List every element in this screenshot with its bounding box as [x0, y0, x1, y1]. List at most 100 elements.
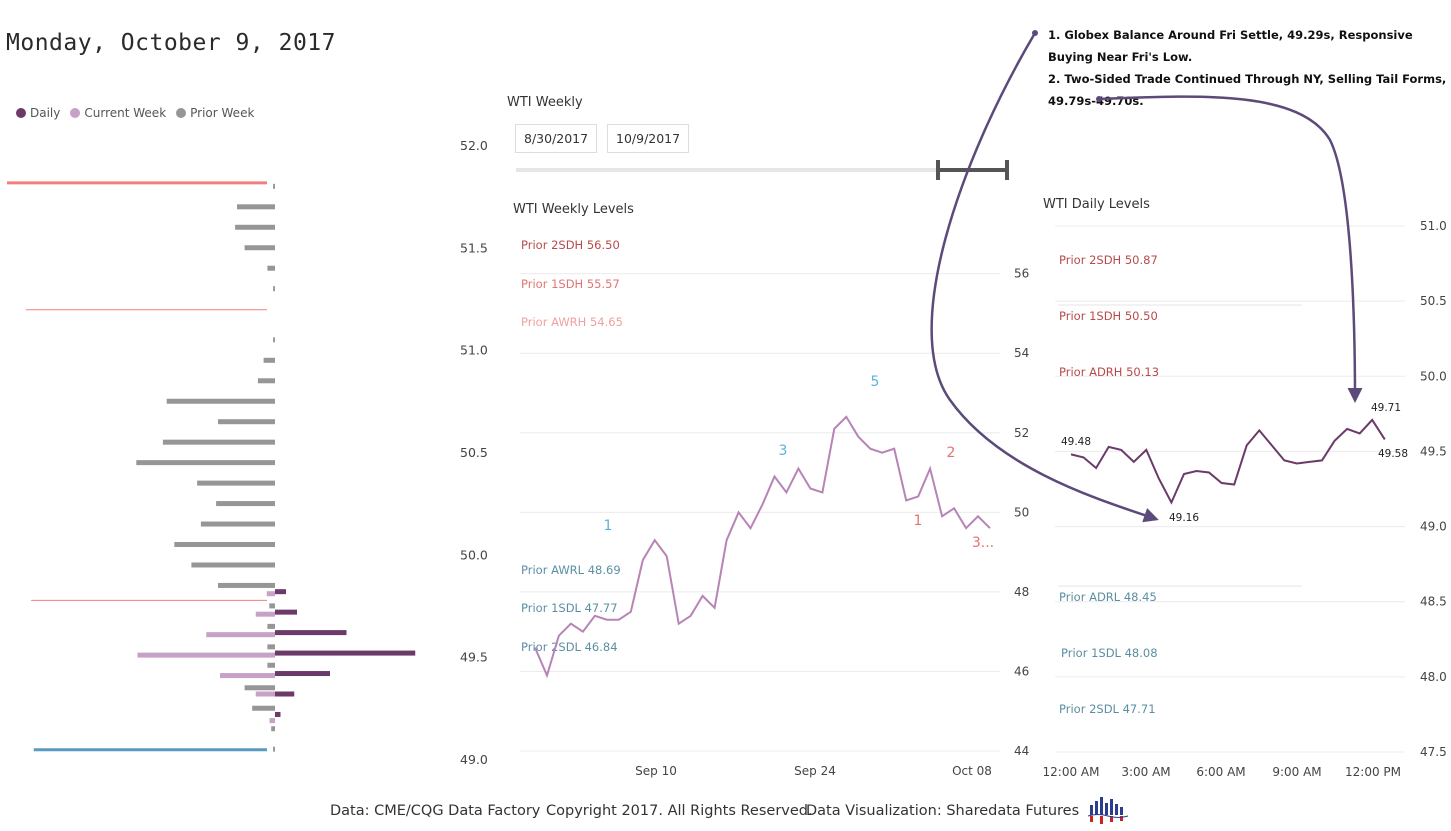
- prior-week-bar: [273, 183, 275, 189]
- data-label: 49.48: [1061, 436, 1091, 448]
- chart-title: WTI Daily Levels: [1043, 197, 1150, 212]
- annotation-label: 3...: [972, 535, 994, 551]
- prior-week-bar: [197, 480, 275, 486]
- legend-label: Prior Week: [190, 106, 255, 120]
- legend-label: Current Week: [84, 106, 167, 120]
- footer-copyright: Copyright 2017. All Rights Reserved.: [546, 803, 813, 819]
- x-tick-label: 12:00 AM: [1043, 765, 1100, 779]
- commentary-notes: 1. Globex Balance Around Fri Settle, 49.…: [1048, 24, 1448, 112]
- prior-week-bar: [269, 603, 275, 609]
- level-label: Prior 1SDH 55.57: [521, 277, 620, 291]
- level-label: Prior AWRH 54.65: [521, 315, 623, 329]
- y-tick-label: 48: [1014, 585, 1029, 599]
- price-line: [534, 415, 991, 679]
- y-tick-label: 46: [1014, 664, 1029, 678]
- prior-week-bar: [252, 705, 275, 711]
- prior-week-bar: [273, 746, 275, 752]
- level-label: Prior ADRL 48.45: [1059, 590, 1157, 604]
- legend-item-current-week[interactable]: Current Week: [70, 106, 166, 120]
- prior-week-bar: [136, 460, 275, 466]
- page-title: Monday, October 9, 2017: [6, 30, 336, 56]
- sharedata-logo-icon: [1087, 797, 1129, 824]
- current-week-bar: [220, 673, 275, 679]
- prior-week-bar: [263, 357, 275, 363]
- current-week-bar: [137, 652, 275, 658]
- annotation-label: 5: [871, 374, 880, 390]
- x-tick-label: 3:00 AM: [1121, 765, 1170, 779]
- legend-dot-icon: [176, 108, 187, 118]
- date-range-slider[interactable]: [510, 155, 1020, 185]
- y-tick-label: 50.0: [1420, 369, 1447, 383]
- y-tick-label: 51.0: [1420, 219, 1447, 233]
- y-tick-label: 51.0: [460, 343, 488, 358]
- annotation-arrows: [930, 30, 1363, 523]
- current-week-bar: [255, 611, 275, 617]
- daily-bar: [275, 711, 281, 717]
- start-date-input[interactable]: 8/30/2017: [515, 124, 598, 153]
- level-label: Prior ADRH 50.13: [1059, 365, 1159, 379]
- x-tick-label: 9:00 AM: [1272, 765, 1321, 779]
- prior-week-bar: [166, 398, 275, 404]
- level-label: Prior 2SDL 46.84: [521, 640, 618, 654]
- legend-label: Daily: [30, 106, 61, 120]
- level-label: Prior 1SDL 47.77: [521, 601, 618, 615]
- chart-title: WTI Weekly Levels: [513, 202, 634, 217]
- charts-canvas: 52.0 51.5 51.0 50.5 50.0 49.5 49.0 WTI Weekly …: [7, 30, 1447, 779]
- data-label: 49.71: [1371, 402, 1401, 414]
- prior-week-bar: [191, 562, 275, 568]
- current-week-bar: [255, 691, 275, 697]
- y-tick-label: 48.0: [1420, 670, 1447, 684]
- current-week-bar: [266, 591, 275, 597]
- volume-profile-chart: 52.0 51.5 51.0 50.5 50.0 49.5 49.0: [7, 138, 488, 767]
- daily-levels-chart: WTI Daily Levels 51.0 50.5 50.0 49.5 49.0 48.5…: [1043, 197, 1447, 779]
- y-tick-label: 52.0: [460, 138, 488, 153]
- legend-item-prior-week[interactable]: Prior Week: [176, 106, 254, 120]
- y-tick-label: 48.5: [1420, 595, 1447, 609]
- daily-bar: [275, 650, 416, 656]
- y-tick-label: 49.5: [460, 650, 488, 665]
- level-label: Prior 2SDL 47.71: [1059, 702, 1156, 716]
- prior-week-bar: [244, 685, 275, 691]
- y-tick-label: 49.0: [460, 752, 488, 767]
- annotation-label: 1: [914, 513, 923, 529]
- x-tick-label: Oct 08: [952, 764, 992, 778]
- current-week-bar: [269, 718, 275, 724]
- prior-week-bar: [174, 542, 275, 548]
- footer-viz: Data Visualization: Sharedata Futures: [806, 803, 1080, 819]
- y-tick-label: 44: [1014, 744, 1029, 758]
- y-tick-label: 50.5: [1420, 294, 1447, 308]
- daily-bar: [275, 671, 330, 677]
- daily-bar: [275, 609, 297, 615]
- prior-week-bar: [237, 204, 275, 210]
- price-line: [1070, 418, 1386, 505]
- level-label: Prior AWRL 48.69: [521, 563, 621, 577]
- level-label: Prior 1SDL 48.08: [1061, 646, 1158, 660]
- prior-week-bar: [257, 378, 275, 384]
- y-tick-label: 47.5: [1420, 745, 1447, 759]
- data-label: 49.16: [1169, 512, 1199, 524]
- prior-week-bar: [218, 582, 275, 588]
- prior-week-bar: [200, 521, 275, 527]
- level-label: Prior 2SDH 56.50: [521, 238, 620, 252]
- prior-week-bar: [271, 726, 275, 732]
- prior-week-bar: [267, 623, 275, 629]
- y-tick-label: 49.5: [1420, 444, 1447, 458]
- current-week-bar: [206, 632, 275, 638]
- legend-dot-icon: [16, 108, 26, 118]
- y-tick-label: 54: [1014, 346, 1029, 360]
- data-label: 49.58: [1378, 448, 1408, 460]
- y-tick-label: 50: [1014, 505, 1029, 519]
- slicer-title: WTI Weekly: [507, 95, 583, 110]
- end-date-input[interactable]: 10/9/2017: [607, 124, 690, 153]
- y-tick-label: 52: [1014, 426, 1029, 440]
- prior-week-bar: [273, 337, 275, 343]
- level-label: Prior 1SDH 50.50: [1059, 309, 1158, 323]
- prior-week-bar: [162, 439, 275, 445]
- daily-bar: [275, 691, 295, 697]
- legend-item-daily[interactable]: Daily: [16, 106, 60, 120]
- level-label: Prior 2SDH 50.87: [1059, 253, 1158, 267]
- annotation-label: 2: [947, 445, 956, 461]
- y-tick-label: 50.5: [460, 445, 488, 460]
- y-tick-label: 51.5: [460, 240, 488, 255]
